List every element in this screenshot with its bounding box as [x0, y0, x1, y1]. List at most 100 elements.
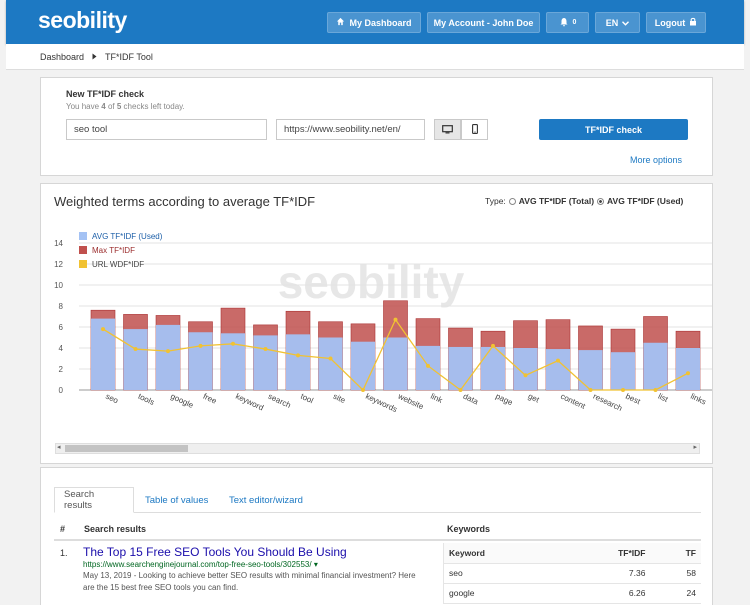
cell-tfidf: 6.26: [557, 583, 651, 604]
bell-icon: [559, 17, 569, 29]
result-title[interactable]: The Top 15 Free SEO Tools You Should Be …: [83, 545, 347, 559]
avg-tfidf-bar: [643, 342, 668, 390]
th-tf[interactable]: TF: [650, 543, 701, 564]
breadcrumb-current: TF*IDF Tool: [105, 51, 153, 62]
url-wdfidf-point: [393, 317, 398, 322]
radio-total[interactable]: [508, 197, 516, 205]
quota-prefix: You have: [66, 102, 102, 111]
quota-suffix: checks left today.: [121, 102, 185, 111]
results-header: # Search results Keywords: [54, 519, 701, 541]
tfidf-check-button[interactable]: TF*IDF check: [539, 119, 688, 140]
lock-icon: [689, 17, 697, 28]
chart-title: Weighted terms according to average TF*I…: [54, 194, 316, 209]
url-wdfidf-point: [166, 349, 170, 354]
y-tick-label: 12: [54, 260, 63, 269]
result-date: May 13, 2019: [83, 571, 132, 580]
url-wdfidf-point: [491, 343, 495, 348]
cell-keyword: google: [444, 583, 558, 604]
scrollbar-thumb[interactable]: [65, 445, 188, 452]
quota-text: You have 4 of 5 checks left today.: [66, 102, 185, 111]
breadcrumb-dashboard[interactable]: Dashboard: [40, 51, 85, 62]
x-category-label: site: [332, 392, 348, 406]
y-tick-label: 8: [59, 302, 64, 311]
avg-tfidf-bar: [253, 335, 278, 390]
x-category-label: tools: [137, 392, 156, 407]
x-category-label: website: [396, 391, 426, 411]
avg-tfidf-bar: [318, 337, 343, 390]
scroll-left-icon[interactable]: ◂: [57, 444, 61, 451]
cell-tfidf: 7.36: [557, 563, 651, 584]
x-category-label: best: [624, 392, 642, 407]
language-dropdown[interactable]: EN: [595, 12, 640, 33]
desktop-toggle[interactable]: [434, 119, 461, 140]
avg-tfidf-bar: [676, 348, 700, 390]
url-wdfidf-point: [231, 341, 235, 346]
quota-remaining: 4: [101, 102, 106, 111]
tab-search-results[interactable]: Search results: [54, 487, 134, 513]
x-category-label: keywords: [364, 392, 398, 414]
chevron-down-icon: [622, 18, 630, 28]
x-category-label: link: [429, 392, 445, 406]
tab-text-editor[interactable]: Text editor/wizard: [229, 494, 303, 506]
x-category-label: search: [267, 392, 293, 410]
seobility-logo[interactable]: seobility: [38, 7, 127, 33]
url-wdfidf-point: [328, 356, 333, 361]
col-search-results: Search results: [84, 524, 147, 534]
th-tfidf[interactable]: TF*IDF: [557, 543, 651, 564]
top-navbar: seobility My Dashboard My Account - John…: [6, 0, 744, 44]
y-tick-label: 2: [59, 365, 64, 374]
chart-scrollbar[interactable]: ◂ ▸: [55, 443, 700, 454]
y-tick-label: 0: [59, 386, 64, 395]
tfidf-chart: seobility 14 12 10 8 6 4 2 0 seo tools google free k…: [54, 232, 712, 414]
col-number: #: [60, 524, 66, 534]
tab-table-of-values[interactable]: Table of values: [145, 494, 209, 506]
radio-used[interactable]: [597, 197, 605, 205]
scroll-right-icon[interactable]: ▸: [693, 444, 697, 451]
avg-tfidf-bar: [286, 334, 310, 390]
results-panel: Search results Table of values Text edit…: [40, 467, 713, 605]
url-wdfidf-point: [588, 388, 593, 392]
url-wdfidf-point: [361, 388, 365, 392]
breadcrumb: Dashboard TF*IDF Tool: [6, 44, 744, 70]
x-category-label: get: [527, 392, 542, 405]
my-account-button[interactable]: My Account - John Doe: [427, 12, 540, 33]
url-wdfidf-point: [621, 388, 625, 392]
col-keywords: Keywords: [447, 524, 491, 534]
avg-tfidf-bar: [448, 346, 473, 390]
result-number: 1.: [60, 548, 68, 558]
chart-panel: Weighted terms according to average TF*I…: [40, 183, 713, 464]
legend-swatch: [79, 232, 87, 240]
my-dashboard-button[interactable]: My Dashboard: [327, 12, 421, 33]
x-category-label: keyword: [234, 392, 265, 413]
result-url[interactable]: https://www.searchenginejournal.com/top-…: [83, 560, 428, 569]
url-wdfidf-point: [263, 347, 268, 352]
avg-tfidf-bar: [546, 349, 570, 390]
url-input[interactable]: https://www.seobility.net/en/: [276, 119, 425, 140]
url-wdfidf-point: [653, 388, 658, 392]
th-keyword[interactable]: Keyword: [444, 543, 558, 564]
option-total-label[interactable]: AVG TF*IDF (Total): [518, 196, 595, 206]
option-used-label[interactable]: AVG TF*IDF (Used): [607, 196, 684, 206]
breadcrumb-arrow-icon: [92, 52, 97, 62]
notifications-button[interactable]: 0: [546, 12, 589, 33]
chart-watermark: seobility: [278, 256, 465, 308]
my-dashboard-label: My Dashboard: [349, 17, 412, 28]
url-wdfidf-point: [426, 363, 430, 368]
table-row: google 6.26 24: [444, 583, 701, 604]
legend-label: URL WDF*IDF: [92, 260, 144, 269]
logout-button[interactable]: Logout: [646, 12, 706, 33]
legend-swatch: [79, 260, 87, 268]
notification-count: 0: [572, 19, 577, 26]
avg-tfidf-bar: [481, 346, 505, 390]
keyword-input[interactable]: seo tool: [66, 119, 267, 140]
new-check-title: New TF*IDF check: [66, 89, 145, 99]
url-wdfidf-point: [101, 327, 105, 332]
avg-tfidf-bar: [416, 345, 440, 390]
x-category-label: seo: [104, 392, 120, 406]
mobile-toggle[interactable]: [461, 119, 488, 140]
more-options-link[interactable]: More options: [630, 155, 683, 165]
desktop-icon: [442, 121, 453, 139]
legend-label: Max TF*IDF: [92, 246, 135, 255]
my-account-label: My Account - John Doe: [433, 17, 534, 28]
cell-tf: 24: [650, 583, 701, 604]
